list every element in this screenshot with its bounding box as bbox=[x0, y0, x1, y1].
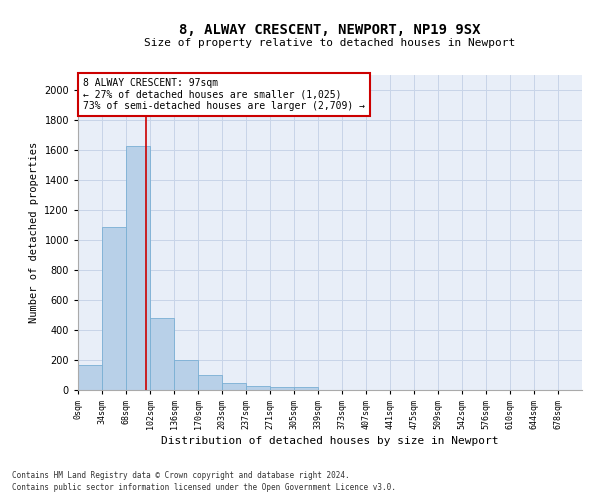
X-axis label: Distribution of detached houses by size in Newport: Distribution of detached houses by size … bbox=[161, 436, 499, 446]
Bar bbox=[198, 375, 222, 390]
Text: 8 ALWAY CRESCENT: 97sqm
← 27% of detached houses are smaller (1,025)
73% of semi: 8 ALWAY CRESCENT: 97sqm ← 27% of detache… bbox=[83, 78, 365, 112]
Bar bbox=[78, 365, 102, 390]
Bar bbox=[102, 226, 126, 390]
Bar bbox=[270, 387, 294, 390]
Text: Size of property relative to detached houses in Newport: Size of property relative to detached ho… bbox=[145, 38, 515, 48]
Text: Contains HM Land Registry data © Crown copyright and database right 2024.: Contains HM Land Registry data © Crown c… bbox=[12, 471, 350, 480]
Bar bbox=[294, 387, 318, 390]
Y-axis label: Number of detached properties: Number of detached properties bbox=[29, 142, 39, 323]
Text: 8, ALWAY CRESCENT, NEWPORT, NP19 9SX: 8, ALWAY CRESCENT, NEWPORT, NP19 9SX bbox=[179, 22, 481, 36]
Bar bbox=[222, 383, 246, 390]
Bar bbox=[126, 146, 150, 390]
Bar bbox=[246, 386, 270, 390]
Text: Contains public sector information licensed under the Open Government Licence v3: Contains public sector information licen… bbox=[12, 484, 396, 492]
Bar bbox=[150, 318, 174, 390]
Bar bbox=[174, 360, 198, 390]
